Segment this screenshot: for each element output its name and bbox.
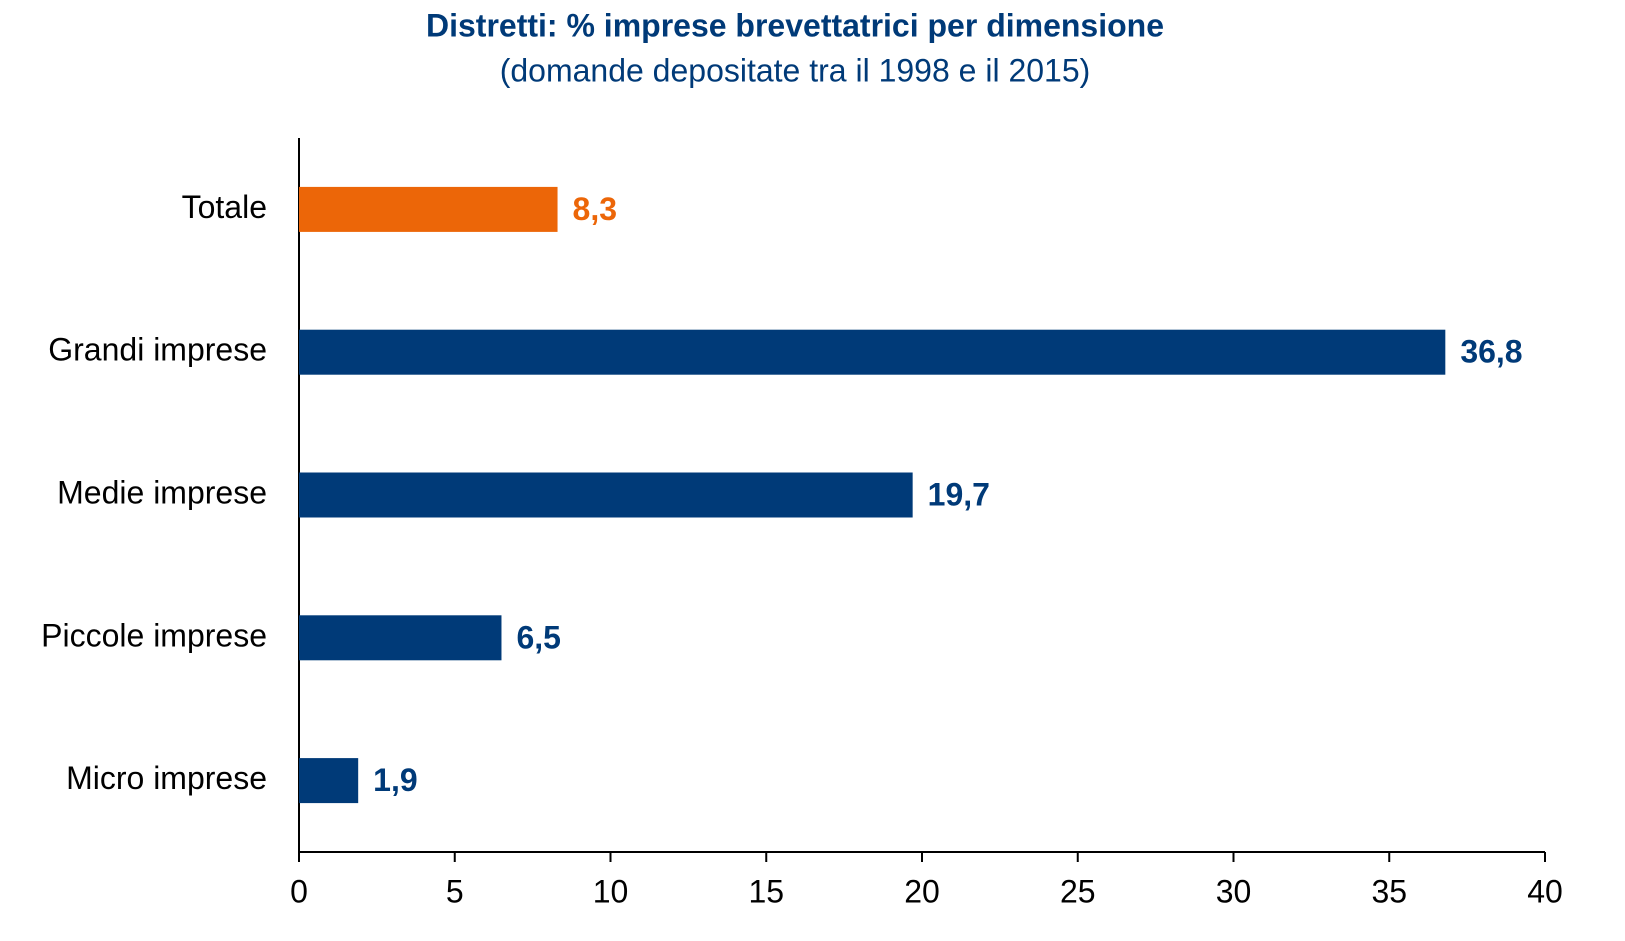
- bar: [299, 329, 1446, 375]
- y-tick-label: Grandi imprese: [48, 332, 267, 368]
- x-tick-label: 40: [1527, 873, 1563, 909]
- bar: [299, 472, 913, 518]
- data-label: 36,8: [1460, 334, 1522, 370]
- y-tick-label: Totale: [182, 189, 267, 225]
- bar: [299, 186, 558, 232]
- bar: [299, 758, 359, 804]
- x-tick-label: 30: [1216, 873, 1252, 909]
- data-label: 19,7: [928, 476, 990, 512]
- chart-title: Distretti: % imprese brevettatrici per d…: [426, 7, 1164, 43]
- y-tick-label: Piccole imprese: [41, 617, 267, 653]
- y-tick-label: Medie imprese: [57, 474, 267, 510]
- x-tick-label: 20: [904, 873, 940, 909]
- chart-subtitle: (domande depositate tra il 1998 e il 201…: [500, 52, 1091, 88]
- x-tick-label: 0: [290, 873, 308, 909]
- x-tick-label: 25: [1060, 873, 1096, 909]
- data-label: 6,5: [516, 619, 560, 655]
- x-tick-label: 10: [593, 873, 629, 909]
- data-label: 8,3: [573, 191, 617, 227]
- x-tick-label: 5: [446, 873, 464, 909]
- bar: [299, 615, 502, 661]
- data-label: 1,9: [373, 762, 417, 798]
- x-tick-label: 15: [748, 873, 784, 909]
- y-tick-label: Micro imprese: [66, 760, 267, 796]
- x-tick-label: 35: [1371, 873, 1407, 909]
